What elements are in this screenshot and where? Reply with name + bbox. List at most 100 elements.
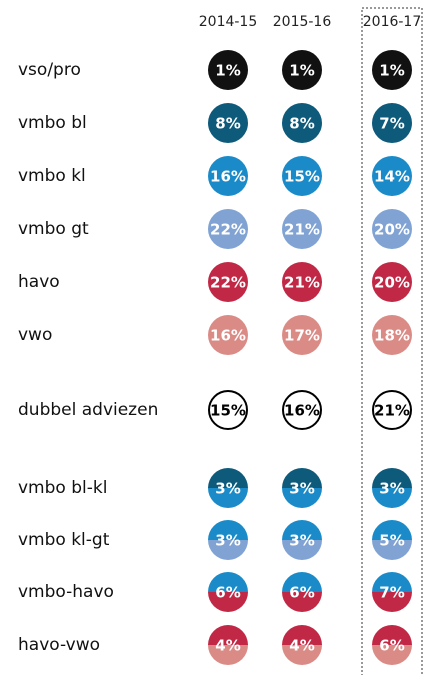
row-label: vmbo-havo <box>18 582 114 602</box>
dot-bottom <box>372 592 412 612</box>
dot-label: 8% <box>215 115 240 133</box>
column-header: 2016-17 <box>363 14 422 30</box>
dot-bottom <box>208 645 248 665</box>
dot-circle <box>282 103 322 143</box>
dot-top <box>372 572 412 592</box>
dot-top <box>282 572 322 592</box>
dot-bottom <box>282 592 322 612</box>
dot-bottom <box>208 540 248 560</box>
dot-label: 20% <box>374 274 410 292</box>
dot-circle <box>208 50 248 90</box>
dot <box>372 262 412 302</box>
dot-label: 7% <box>379 584 404 602</box>
dot-circle <box>372 156 412 196</box>
dot-label: 7% <box>379 115 404 133</box>
dot-top <box>282 520 322 540</box>
dot <box>208 315 248 355</box>
dot-label: 1% <box>289 62 314 80</box>
dot-label: 21% <box>284 274 320 292</box>
dot-label: 6% <box>289 584 314 602</box>
dot <box>208 625 248 665</box>
dot-label: 3% <box>215 532 240 550</box>
dot-circle <box>208 156 248 196</box>
dot-top <box>208 520 248 540</box>
dot <box>372 103 412 143</box>
dot <box>282 156 322 196</box>
dot-label: 16% <box>210 168 246 186</box>
dot-label: 17% <box>284 327 320 345</box>
dot-bottom <box>282 488 322 508</box>
row-label: dubbel adviezen <box>18 400 158 420</box>
dot-label: 3% <box>289 480 314 498</box>
dot <box>372 625 412 665</box>
dot-circle <box>282 262 322 302</box>
dot <box>372 468 412 508</box>
dot <box>372 50 412 90</box>
row-label: vmbo bl-kl <box>18 478 107 498</box>
dot-label: 22% <box>210 274 246 292</box>
dot-bottom <box>282 540 322 560</box>
dot <box>208 209 248 249</box>
dot-label: 4% <box>289 637 314 655</box>
dot-circle <box>282 390 322 430</box>
dot-label: 5% <box>379 532 404 550</box>
dot-label: 1% <box>215 62 240 80</box>
dot-label: 4% <box>215 637 240 655</box>
dot <box>282 390 322 430</box>
dot <box>372 209 412 249</box>
dot <box>208 468 248 508</box>
dot-label: 22% <box>210 221 246 239</box>
dot-bottom <box>372 645 412 665</box>
dot-circle <box>372 209 412 249</box>
dot-label: 8% <box>289 115 314 133</box>
dot-circle <box>208 315 248 355</box>
dot <box>282 103 322 143</box>
dot-label: 6% <box>379 637 404 655</box>
column-header: 2014-15 <box>199 14 258 30</box>
dot-top <box>208 572 248 592</box>
dot-label: 15% <box>284 168 320 186</box>
dot-bottom <box>208 592 248 612</box>
dot-circle <box>372 103 412 143</box>
dot <box>208 156 248 196</box>
dot-top <box>372 468 412 488</box>
dot-top <box>208 468 248 488</box>
row-label: vmbo bl <box>18 113 87 133</box>
dot-circle <box>282 209 322 249</box>
row-label: havo <box>18 272 60 292</box>
dot-circle <box>208 209 248 249</box>
dot <box>372 520 412 560</box>
dot <box>372 390 412 430</box>
dot <box>372 315 412 355</box>
dot-label: 3% <box>379 480 404 498</box>
dot <box>282 468 322 508</box>
dot-top <box>282 625 322 645</box>
dot-label: 1% <box>379 62 404 80</box>
dot-bottom <box>282 645 322 665</box>
dot <box>282 520 322 560</box>
dot-circle <box>372 50 412 90</box>
dot <box>282 625 322 665</box>
row-label: vwo <box>18 325 52 345</box>
row-label: vmbo gt <box>18 219 89 239</box>
dot-circle <box>208 103 248 143</box>
dot-label: 16% <box>210 327 246 345</box>
dot-circle <box>372 315 412 355</box>
dot-bottom <box>372 488 412 508</box>
row-label: vmbo kl <box>18 166 86 186</box>
dot-label: 3% <box>215 480 240 498</box>
dot-circle <box>282 50 322 90</box>
dot-bottom <box>208 488 248 508</box>
dot <box>208 390 248 430</box>
dot-circle <box>208 262 248 302</box>
highlight-frame <box>361 7 423 675</box>
dot-top <box>372 520 412 540</box>
dot-circle <box>282 156 322 196</box>
dot <box>208 103 248 143</box>
dot-label: 15% <box>210 402 246 420</box>
dot <box>282 209 322 249</box>
dot <box>208 262 248 302</box>
dot <box>372 156 412 196</box>
dot-circle <box>282 315 322 355</box>
